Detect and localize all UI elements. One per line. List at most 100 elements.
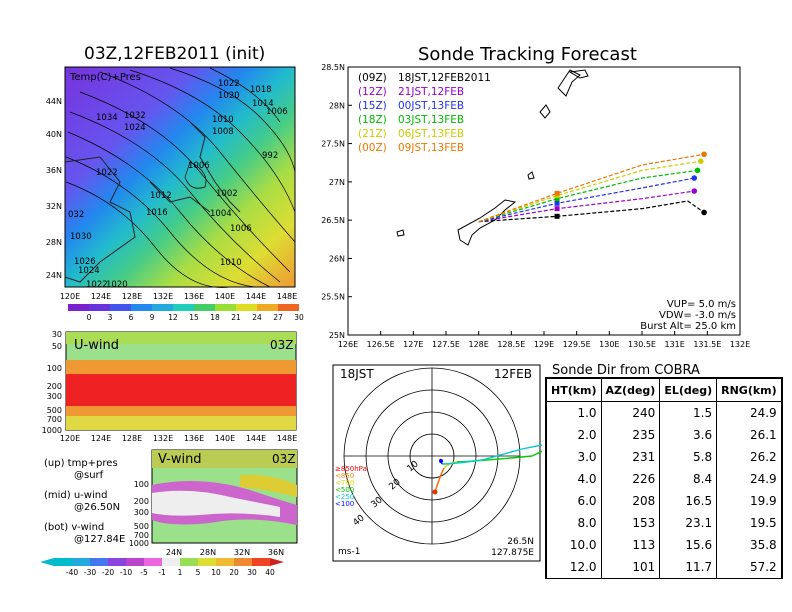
lon-label: 148E: [277, 434, 297, 443]
x-tick-label: 131E: [665, 340, 685, 349]
table-cell: 24.9: [716, 401, 782, 424]
sonde-tracking-chart: 126E 126.5E 127E 127.5E 128E 128.5E 129E 129.5E…: [321, 63, 750, 349]
x-tick-label: 128.5E: [497, 340, 525, 349]
legend-utc: (00Z): [358, 142, 387, 154]
track-line: [478, 177, 695, 223]
pressure-label: 200: [47, 382, 62, 391]
y-tick-label: 28N: [329, 101, 345, 110]
y-tick-label: 27.5N: [321, 140, 345, 149]
isobar-label: 1008: [212, 127, 234, 137]
table-cell: 226: [600, 468, 661, 490]
lat-label: 36N: [268, 548, 284, 557]
lat-label: 36N: [46, 166, 62, 175]
lat-label: 28N: [46, 238, 62, 247]
table-cell: 11.7: [659, 556, 718, 578]
table-row: 3.0 231 5.8 26.2: [546, 446, 782, 468]
lat-label: 32N: [46, 202, 62, 211]
param-burst: Burst Alt= 25.0 km: [640, 321, 736, 332]
table-cell: 240: [600, 401, 661, 424]
colorbar-label: 40: [265, 568, 275, 577]
table-cell: 3.6: [659, 424, 718, 446]
colorbar-label: 18: [210, 313, 220, 322]
table-cell: 1.0: [546, 401, 602, 424]
v-wind-y-labels: 100 200 300 500 700 1000: [130, 480, 149, 548]
param-vdw: VDW= -3.0 m/s: [659, 310, 736, 321]
v-wind-cross-section: V-wind 03Z 100 200 300 500 700 1000 24N …: [130, 449, 298, 557]
track-marker: [554, 190, 560, 196]
pressure-label: 500: [47, 406, 62, 415]
table-row: 6.0 208 16.5 19.9: [546, 490, 782, 512]
table-cell: 5.8: [659, 446, 718, 468]
colorbar-label: -10: [120, 568, 132, 577]
table-cell: 57.2: [716, 556, 782, 578]
legend-mid-line2: @26.50N: [74, 502, 121, 513]
isobar-label: 1018: [250, 85, 272, 95]
lat-label: 32N: [234, 548, 250, 557]
track-endpoint: [701, 209, 707, 216]
map-lon-labels: 120E 124E 128E 132E 136E 140E 144E 148E: [60, 292, 297, 301]
x-tick-label: 127E: [403, 340, 423, 349]
colorbar-label: -5: [140, 568, 148, 577]
isobar-label: 032: [68, 210, 84, 220]
colorbar-label: 27: [273, 313, 283, 322]
lon-label: 148E: [277, 292, 297, 301]
isobar-label: 1014: [252, 99, 274, 109]
lon-label: 140E: [215, 292, 235, 301]
legend-up-line2: @surf: [74, 470, 104, 481]
isobar-label: 992: [262, 151, 278, 161]
x-tick-label: 126.5E: [367, 340, 395, 349]
isobar-label: 1022: [86, 280, 108, 290]
legend-mid-line1: (mid) u-wind: [44, 490, 108, 501]
track-endpoint: [698, 158, 704, 164]
level-label: <100: [335, 500, 354, 508]
table-row: 12.0 101 11.7 57.2: [546, 556, 782, 578]
level-label: ≥850hPa: [335, 465, 367, 473]
table-cell: 35.8: [716, 534, 782, 556]
isobar-label: 1010: [212, 115, 234, 125]
lat-label: 44N: [46, 97, 62, 106]
legend-jst: 09JST,13FEB: [398, 142, 464, 154]
header-rng: RNG(km): [716, 378, 782, 402]
track-coastlines: [396, 69, 589, 246]
polar-location-lon: 127.875E: [491, 548, 534, 558]
y-tick-label: 28.5N: [321, 63, 345, 72]
hodograph-end: [439, 459, 443, 463]
x-tick-label: 132E: [730, 340, 750, 349]
v-wind-label: V-wind: [158, 452, 202, 467]
panel-legend: (up) tmp+pres @surf (mid) u-wind @26.50N…: [44, 458, 125, 546]
isobars: [65, 67, 296, 288]
level-label: <500: [335, 486, 354, 494]
v-wind-colorbar: -40 -30 -20 -10 -5 -1 1 5 10 20 30 40: [40, 558, 284, 577]
table-row: 8.0 153 23.1 19.5: [546, 512, 782, 534]
param-vup: VUP= 5.0 m/s: [667, 299, 736, 310]
track-axis-ticks: 126E 126.5E 127E 127.5E 128E 128.5E 129E 129.5E…: [321, 63, 750, 349]
table-cell: 1.5: [659, 401, 718, 424]
temperature-pressure-map: 1022 1018 1014 1020 1034 1032 1024 1010 …: [46, 66, 304, 322]
table-cell: 113: [600, 534, 661, 556]
colorbar-label: 12: [168, 313, 178, 322]
u-wind-label: U-wind: [74, 338, 119, 353]
legend-jst: 00JST,13FEB: [398, 100, 464, 112]
table-cell: 4.0: [546, 468, 602, 490]
pressure-label: 100: [47, 364, 62, 373]
table-cell: 15.6: [659, 534, 718, 556]
lat-label: 24N: [46, 271, 62, 280]
pressure-label: 1000: [130, 539, 149, 548]
colorbar-label: 30: [294, 313, 304, 322]
isobar-label: 1022: [218, 79, 240, 89]
track-marker: [554, 206, 560, 212]
isobar-label: 1020: [218, 91, 240, 101]
v-wind-time: 03Z: [272, 452, 296, 466]
header-ht: HT(km): [546, 378, 602, 402]
track-line: [478, 190, 695, 223]
lat-label: 28N: [200, 548, 216, 557]
isobar-label: 1012: [150, 191, 172, 201]
track-endpoint: [691, 175, 698, 181]
x-tick-label: 131.5E: [693, 340, 721, 349]
u-wind-y-labels: 30 50 100 200 300 500 700 1000: [42, 330, 62, 435]
coastlines: [64, 121, 241, 283]
colorbar-label: 30: [247, 568, 257, 577]
temperature-colorbar: [68, 304, 299, 311]
lat-label: 40N: [46, 130, 62, 139]
level-label: <700: [335, 479, 354, 487]
